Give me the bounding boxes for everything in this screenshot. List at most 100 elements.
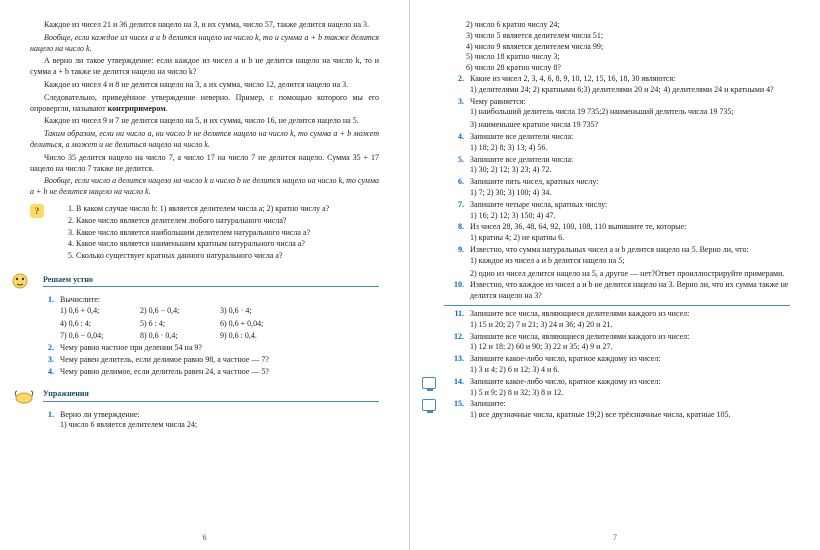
question-section: ? 1. В каком случае число b: 1) является… (30, 204, 379, 263)
exercise-body: Известно, что каждое из чисел a и b не д… (470, 280, 790, 302)
exercise-item: 5. Запишите все делители числа:1) 30; 2) … (444, 155, 790, 177)
computer-icon (422, 377, 436, 389)
exercises-list-left: 1.Верно ли утверждение:1) число 6 являет… (30, 410, 379, 432)
exercise-number: 14. (444, 377, 464, 399)
sub-item: 1) 15 и 20; 2) 7 и 21; 3) 24 и 36; 4) 20… (470, 320, 612, 331)
question-item: 5. Сколько существует кратных данного на… (68, 251, 370, 262)
computer-icon (422, 399, 436, 411)
sub-item: 1) 12 и 18; 2) 60 и 90; 3) 22 и 35; 4) 9… (470, 342, 612, 353)
paragraph: Вообще, если каждое из чисел a и b делит… (30, 33, 379, 55)
exercise-body: Запишите какое-либо число, кратное каждо… (470, 354, 790, 376)
continuation-item: 6) число 28 кратно числу 8? (466, 63, 790, 74)
sub-item: 1) кратны 4; 2) не кратны 6. (470, 233, 564, 244)
exercise-number: 1. (34, 295, 54, 342)
exercise-item: 3. Чему равен делитель, если делимое равн… (34, 355, 379, 366)
sub-item: 9) 0,6 : 0,4. (220, 331, 300, 342)
question-item: 3. Какое число является наибольшим делит… (68, 228, 370, 239)
exercise-number: 8. (444, 222, 464, 244)
exercise-item: 4. Запишите все делители числа:1) 18; 2) … (444, 132, 790, 154)
sub-item: 1) наибольший делитель числа 19 735; (470, 107, 601, 118)
exercise-number: 2. (34, 343, 54, 354)
exercises-list-right: 2. Какие из чисел 2, 3, 4, 6, 8, 9, 10, 1… (440, 74, 790, 421)
exercise-number: 11. (444, 309, 464, 331)
sub-item: 1) делителями 24; 2) кратными 6; (470, 85, 583, 96)
exercise-number: 13. (444, 354, 464, 376)
exercise-item: 12. Запишите все числа, являющиеся делите… (444, 332, 790, 354)
continuation-item: 4) число 9 является делителем числа 99; (466, 42, 790, 53)
exercise-item: 8. Из чисел 28, 36, 48, 64, 92, 100, 108,… (444, 222, 790, 244)
exercise-item: 6. Запишите пять чисел, кратных числу:1) … (444, 177, 790, 199)
exercise-number: 3. (34, 355, 54, 366)
exercise-number: 6. (444, 177, 464, 199)
exercise-number: 10. (444, 280, 464, 302)
exercise-body: Какие из чисел 2, 3, 4, 6, 8, 9, 10, 12,… (470, 74, 790, 96)
paragraph: Каждое из чисел 21 и 36 делится нацело н… (30, 20, 379, 31)
exercises-title: Упражнения (43, 389, 379, 402)
continuation-item: 3) число 5 является делителем числа 51; (466, 31, 790, 42)
exercise-item: 15.Запишите:1) все двузначные числа, кра… (444, 399, 790, 421)
sub-item: 6) 0,6 + 0,04; (220, 319, 300, 330)
oral-icon (10, 271, 38, 291)
sub-item: 4) делителями 24 и кратными 4? (663, 85, 773, 96)
paragraph: А верно ли такое утверждение: если каждо… (30, 56, 379, 78)
sub-item: 1) 5 и 9; 2) 8 и 32; 3) 8 и 12. (470, 388, 563, 399)
page-number-right: 7 (613, 533, 617, 544)
exercise-body: Чему равно частное при делении 54 на 9? (60, 343, 379, 354)
exercise-item: 10. Известно, что каждое из чисел a и b н… (444, 280, 790, 302)
question-item: 1. В каком случае число b: 1) является д… (68, 204, 370, 215)
exercise-number: 5. (444, 155, 464, 177)
exercise-number: 15. (444, 399, 464, 421)
exercise-item: 1.Вычислите:1) 0,6 + 0,4;2) 0,6 − 0,4;3)… (34, 295, 379, 342)
exercise-body: Запишите все числа, являющиеся делителям… (470, 332, 790, 354)
exercises-icon (10, 386, 38, 406)
exercise-item: 13. Запишите какое-либо число, кратное ка… (444, 354, 790, 376)
exercise-body: Чему равен делитель, если делимое равно … (60, 355, 379, 366)
paragraph: Таким образом, если ни число a, ни число… (30, 129, 379, 151)
sub-item: 3) делителями 20 и 24; (583, 85, 663, 96)
exercise-number: 12. (444, 332, 464, 354)
sub-item: 3) 0,6 · 4; (220, 306, 300, 317)
exercise-body: Вычислите:1) 0,6 + 0,4;2) 0,6 − 0,4;3) 0… (60, 295, 379, 342)
exercise-number: 7. (444, 200, 464, 222)
exercise-body: Чему равно делимое, если делитель равен … (60, 367, 379, 378)
divider (444, 305, 790, 306)
sub-item: 1) 0,6 + 0,4; (60, 306, 140, 317)
sub-item: 2) все трёхзначные числа, кратные 105. (597, 410, 731, 421)
exercise-number: 9. (444, 245, 464, 279)
exercise-item: 1.Верно ли утверждение:1) число 6 являет… (34, 410, 379, 432)
exercise-body: Запишите четыре числа, кратных числу:1) … (470, 200, 790, 222)
body-paragraphs: Каждое из чисел 21 и 36 делится нацело н… (30, 20, 379, 198)
exercise-item: 2. Какие из чисел 2, 3, 4, 6, 8, 9, 10, 1… (444, 74, 790, 96)
exercise-number: 3. (444, 97, 464, 131)
question-list: 1. В каком случае число b: 1) является д… (50, 204, 370, 263)
sub-item: Ответ проиллюстрируйте примерами. (655, 269, 784, 280)
sub-item: 1) число 6 является делителем числа 24; (60, 420, 197, 431)
exercise-body: Запишите все делители числа:1) 18; 2) 8;… (470, 132, 790, 154)
exercises-header: Упражнения (10, 386, 379, 406)
page-left: Каждое из чисел 21 и 36 делится нацело н… (0, 0, 410, 550)
exercise-body: Запишите все делители числа:1) 30; 2) 12… (470, 155, 790, 177)
exercise-number: 4. (34, 367, 54, 378)
sub-item: 1) 16; 2) 12; 3) 150; 4) 47. (470, 211, 555, 222)
sub-item: 8) 0,6 · 0,4; (140, 331, 220, 342)
sub-item: 1) 3 и 4; 2) 6 и 12; 3) 4 и 6. (470, 365, 559, 376)
paragraph: Число 35 делится нацело на число 7, а чи… (30, 153, 379, 175)
exercise-body: Чему равняется:1) наибольший делитель чи… (470, 97, 790, 131)
exercise-body: Запишите пять чисел, кратных числу:1) 7;… (470, 177, 790, 199)
exercise-number: 2. (444, 74, 464, 96)
exercise-item: 11.Запишите все числа, являющиеся делите… (444, 309, 790, 331)
paragraph: Следовательно, приведённое утверждение н… (30, 93, 379, 115)
question-item: 2. Какое число является делителем любого… (68, 216, 370, 227)
exercise-item: 14.Запишите какое-либо число, кратное ка… (444, 377, 790, 399)
sub-item: 7) 0,6 − 0,04; (60, 331, 140, 342)
page-right: 2) число 6 кратно числу 24;3) число 5 яв… (410, 0, 820, 550)
exercise-body: Из чисел 28, 36, 48, 64, 92, 100, 108, 1… (470, 222, 790, 244)
exercise-item: 2. Чему равно частное при делении 54 на 9… (34, 343, 379, 354)
exercise-number: 4. (444, 132, 464, 154)
sub-item: 1) 30; 2) 12; 3) 23; 4) 72. (470, 165, 551, 176)
continuation-item: 5) число 18 кратно числу 3; (466, 52, 790, 63)
sub-item: 1) 7; 2) 30; 3) 100; 4) 34. (470, 188, 551, 199)
sub-item: 5) 6 : 4; (140, 319, 220, 330)
sub-item: 4) 0,6 : 4; (60, 319, 140, 330)
oral-title: Решаем устно (43, 275, 379, 288)
